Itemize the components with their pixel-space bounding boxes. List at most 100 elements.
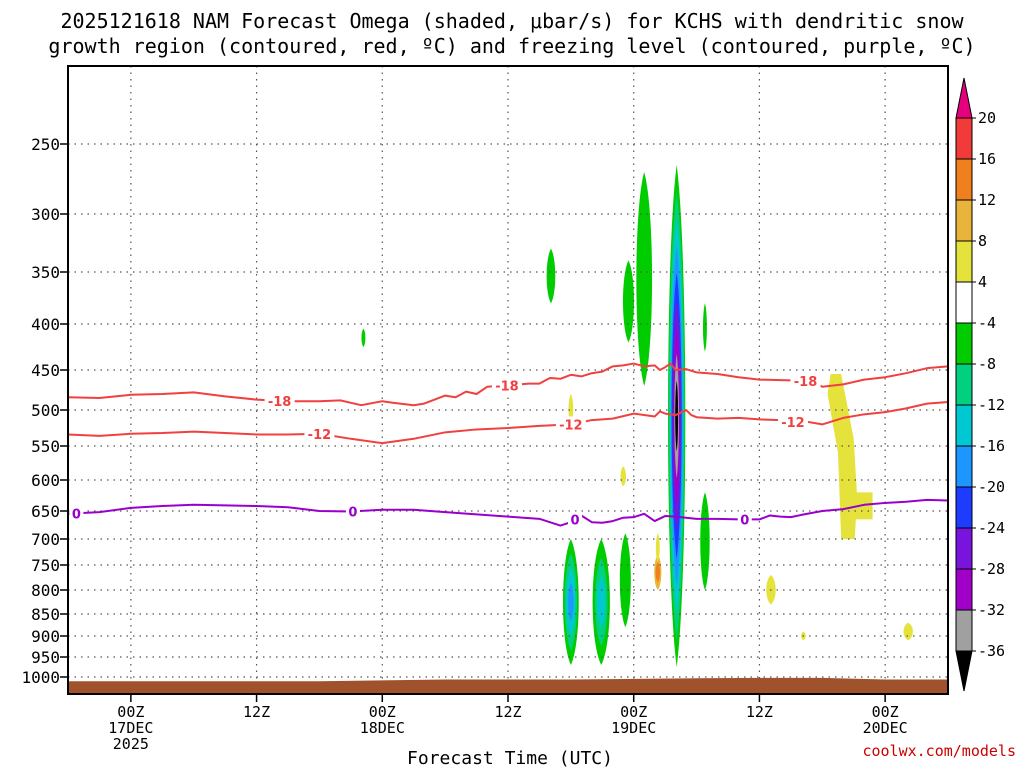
y-tick-label-800: 800: [31, 581, 60, 600]
x-tick-label-0-0: 00Z: [117, 703, 144, 721]
y-tick-label-700: 700: [31, 530, 60, 549]
contour-label-bg-0-2: [790, 372, 821, 389]
colorbar-label--12: -12: [978, 396, 1005, 414]
colorbar-bin-5: [955, 281, 973, 324]
y-tick-label-550: 550: [31, 437, 60, 456]
x-tick-label-12-0: 12Z: [243, 703, 270, 721]
omega-blob-6-level-0: [619, 533, 631, 628]
contour-label--12: -12: [781, 416, 805, 431]
y-tick-label-300: 300: [31, 205, 60, 224]
colorbar-label-16: 16: [978, 150, 996, 168]
omega-blob-8-level-0: [700, 492, 710, 590]
y-tick-label-350: 350: [31, 263, 60, 282]
omega-blob-2-level-3: [568, 582, 574, 622]
contour-label-bg-2-2: [568, 511, 583, 528]
chart-title-line2: growth region (contoured, red, ºC) and f…: [48, 34, 975, 58]
colorbar-label--24: -24: [978, 519, 1005, 537]
colorbar-label--20: -20: [978, 478, 1005, 496]
contour-line--12: [67, 401, 949, 445]
contour-label-bg-2-3: [737, 511, 752, 528]
contour-label-0: 0: [72, 507, 81, 522]
omega-blob-5-level-0: [622, 260, 634, 343]
colorbar-top-arrow: [955, 77, 973, 119]
contour-label-bg-0-0: [264, 392, 295, 409]
colorbar-label--28: -28: [978, 560, 1005, 578]
pressure-axis: 250 300 350 400 450 500 550 600 650 700 750 800 850 9…: [21, 135, 68, 687]
y-tick-label-500: 500: [31, 401, 60, 420]
omega-blob-4-level-0: [636, 172, 653, 386]
y-tick-label-900: 900: [31, 627, 60, 646]
contour-label-bg-1-0: [304, 425, 335, 442]
colorbar-bin-9: [955, 445, 973, 488]
x-tick-label-0-2: 2025: [113, 735, 149, 753]
y-tick-label-400: 400: [31, 315, 60, 334]
contour-label--12: -12: [308, 428, 332, 443]
y-tick-label-950: 950: [31, 648, 60, 667]
y-tick-label-1000: 1000: [21, 668, 60, 687]
colorbar-bin-11: [955, 527, 973, 570]
x-tick-label-24-0: 00Z: [369, 703, 396, 721]
contour-layer: -18 -18 -18 -12 -12 -12 0 0 0 0: [67, 362, 949, 529]
colorbar-label-4: 4: [978, 273, 987, 291]
terrain-layer: [68, 677, 948, 694]
omega-blob-3-level-2: [597, 577, 606, 627]
contour-label-bg-0-1: [491, 377, 522, 394]
colorbar-bin-8: [955, 404, 973, 447]
colorbar-label--16: -16: [978, 437, 1005, 455]
x-tick-label-72-0: 00Z: [872, 703, 899, 721]
omega-blob-7-level-8: [675, 380, 679, 452]
omega-blob-1-level-0: [546, 248, 556, 304]
colorbar-label--36: -36: [978, 642, 1005, 660]
contour-line--18: [67, 362, 949, 407]
contour-label-0: 0: [348, 505, 357, 520]
x-tick-label-24-1: 18DEC: [360, 719, 405, 737]
omega-blob-10-level-1: [655, 562, 660, 583]
colorbar-bin-4: [955, 240, 973, 283]
contour-label-bg-2-0: [69, 505, 84, 522]
colorbar-bin-12: [955, 568, 973, 611]
contour-label-0: 0: [571, 514, 580, 529]
colorbar-bin-7: [955, 363, 973, 406]
colorbar-label-12: 12: [978, 191, 996, 209]
contour-line-0: [67, 498, 949, 527]
colorbar-label-8: 8: [978, 232, 987, 250]
colorbar-bin-10: [955, 486, 973, 529]
contour-label--18: -18: [495, 379, 519, 394]
x-axis-label: Forecast Time (UTC): [407, 748, 613, 768]
x-tick-label-60-0: 12Z: [746, 703, 773, 721]
colorbar-bin-6: [955, 322, 973, 365]
omega-shading-layer: [361, 165, 913, 667]
y-tick-label-850: 850: [31, 605, 60, 624]
contour-label--12: -12: [559, 418, 583, 433]
x-tick-label-36-0: 12Z: [494, 703, 521, 721]
colorbar-bin-2: [955, 158, 973, 201]
credit-text[interactable]: coolwx.com/models: [862, 742, 1016, 760]
colorbar-label--4: -4: [978, 314, 996, 332]
y-tick-label-250: 250: [31, 135, 60, 154]
contour-label--18: -18: [268, 395, 292, 410]
omega-blob-0-level-0: [361, 328, 366, 347]
omega-band-upward: [827, 374, 873, 539]
y-tick-label-600: 600: [31, 471, 60, 490]
colorbar-bin-1: [955, 117, 973, 160]
contour-label-bg-1-2: [777, 413, 808, 430]
y-tick-label-450: 450: [31, 361, 60, 380]
colorbar-bin-3: [955, 199, 973, 242]
colorbar-label-20: 20: [978, 109, 996, 127]
omega-blob-11-level-0: [655, 533, 660, 563]
colorbar-label--32: -32: [978, 601, 1005, 619]
colorbar-bottom-arrow: [955, 650, 973, 692]
colorbar-bin-13: [955, 609, 973, 652]
chart-title-line1: 2025121618 NAM Forecast Omega (shaded, μ…: [60, 9, 964, 33]
colorbar-label--8: -8: [978, 355, 996, 373]
contour-label-0: 0: [740, 513, 749, 528]
colorbar: 20 16 12 8 4 -4 -8 -12 -16 -20 -24 -28 -32 -36: [955, 77, 1005, 692]
contour-label--18: -18: [794, 375, 818, 390]
omega-blob-13-level-0: [620, 466, 626, 487]
x-tick-label-48-1: 19DEC: [611, 719, 656, 737]
terrain-fill: [68, 677, 948, 694]
y-tick-label-650: 650: [31, 502, 60, 521]
x-tick-label-0-1: 17DEC: [108, 719, 153, 737]
